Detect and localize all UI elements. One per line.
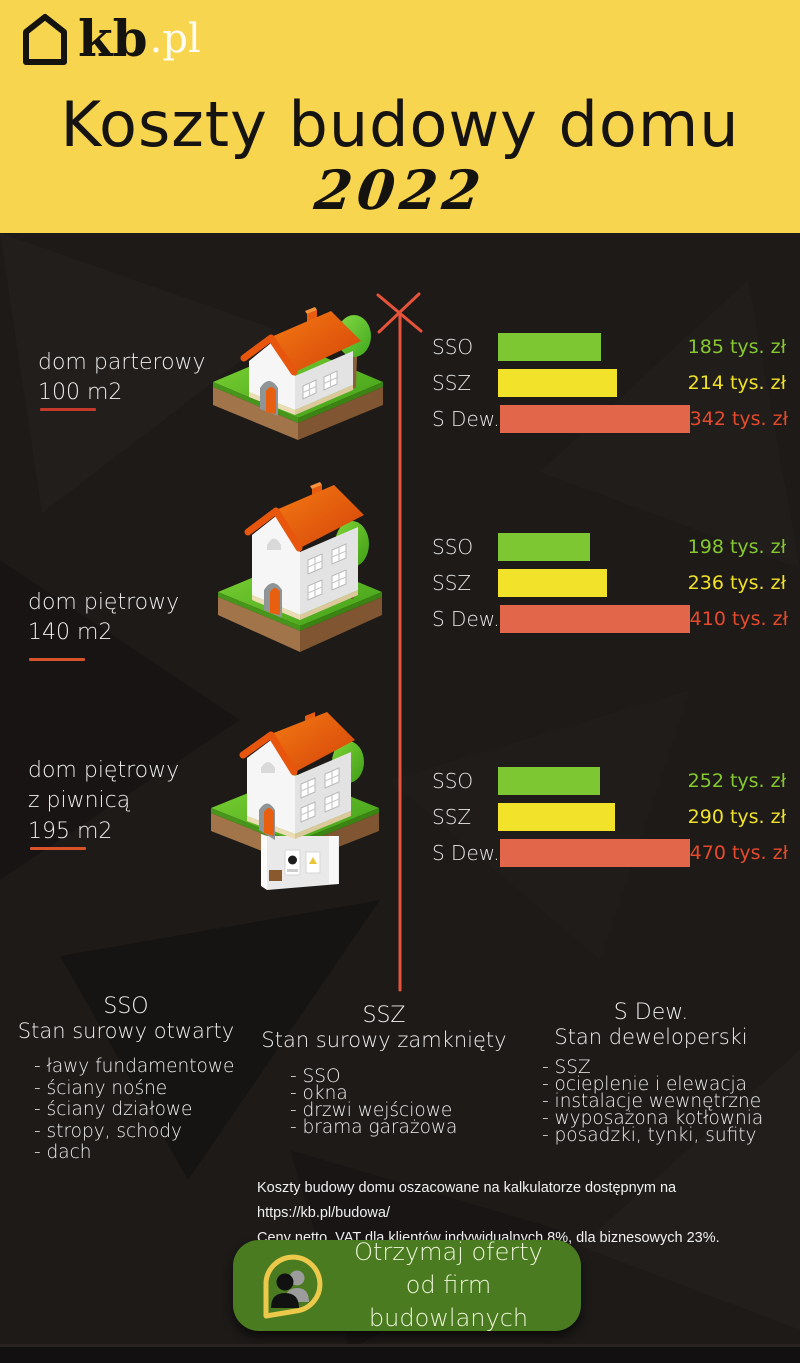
category-label: SSO — [432, 535, 474, 559]
category-label: SSZ — [432, 805, 472, 829]
bar-value: 470 tys. zł — [689, 842, 788, 864]
section-underline — [40, 408, 96, 411]
bottom-strip — [0, 1344, 800, 1363]
category-label: SSZ — [432, 371, 472, 395]
bar-sso — [498, 333, 602, 361]
page-year: 2022 — [311, 158, 489, 222]
brand-logo-text: kb — [78, 9, 148, 68]
legend-title: Stan surowy otwarty — [17, 1019, 235, 1043]
section-label-dom-pietrowy: dom piętrowy 140 m2 — [28, 590, 180, 646]
legend-item: - drzwi wejściowe — [290, 1100, 453, 1121]
legend-sso: SSO Stan surowy otwarty - ławy fundament… — [8, 994, 244, 1164]
section-label-dom-pietrowy-z-piwnica: dom piętrowy z piwnicą 195 m2 — [28, 758, 180, 844]
legend-item: - SSO — [290, 1066, 341, 1087]
legend-abbr: SSO — [103, 994, 149, 1019]
bar-row: SSZ 290 tys. zł — [432, 799, 786, 835]
category-label: S Dew. — [432, 407, 500, 431]
bar-row: SSZ 236 tys. zł — [432, 565, 786, 601]
bar-ssz — [498, 569, 608, 597]
bar-value: 198 tys. zł — [687, 536, 786, 558]
bar-value: 290 tys. zł — [687, 806, 786, 828]
person-front — [271, 1273, 299, 1308]
bar-sdew — [499, 839, 690, 867]
single-story-house-illustration — [213, 307, 383, 440]
two-story-house-with-basement-illustration — [211, 712, 379, 890]
legend-item: - instalacje wewnętrzne — [542, 1091, 762, 1112]
bar-chart-dom-parterowy: SSO 185 tys. zł SSZ 214 tys. zł S Dew. 3… — [432, 329, 788, 437]
legend-ssz: SSZ Stan surowy zamknięty - SSO - okna -… — [260, 1003, 508, 1138]
bar-row: S Dew. 470 tys. zł — [432, 835, 788, 871]
section-label-dom-parterowy: dom parterowy 100 m2 — [38, 350, 206, 406]
cta-label: Otrzymaj oferty od firm budowlanych — [354, 1238, 543, 1332]
house-outline-icon — [23, 14, 67, 65]
bar-sso — [498, 533, 591, 561]
legend-item: - wyposażona kotłownia — [542, 1108, 764, 1129]
bar-track — [499, 839, 690, 867]
bar-sdew — [499, 605, 690, 633]
bar-sdew — [499, 405, 690, 433]
bar-value: 236 tys. zł — [687, 572, 786, 594]
category-label: SSO — [432, 335, 474, 359]
bar-track — [498, 369, 688, 397]
bar-chart-dom-pietrowy-z-piwnica: SSO 252 tys. zł SSZ 290 tys. zł S Dew. 4… — [432, 763, 788, 871]
legend-item: - SSZ — [542, 1057, 591, 1078]
category-label: S Dew. — [432, 841, 500, 865]
legend-items: - ławy fundamentowe - ściany nośne - ści… — [34, 1056, 244, 1164]
bar-row: S Dew. 410 tys. zł — [432, 601, 788, 637]
brand-logo-suffix: .pl — [149, 16, 201, 62]
brand-logo[interactable]: kb .pl — [20, 12, 201, 66]
bar-value: 214 tys. zł — [687, 372, 786, 394]
legend-title: Stan surowy zamknięty — [261, 1028, 507, 1052]
legend-item: - ściany nośne — [34, 1077, 168, 1099]
people-chat-icon — [263, 1254, 323, 1318]
bar-row: SSO 252 tys. zł — [432, 763, 786, 799]
legend-item: - dach — [34, 1142, 92, 1163]
legend-title: Stan deweloperski — [554, 1025, 748, 1049]
bar-chart-dom-pietrowy: SSO 198 tys. zł SSZ 236 tys. zł S Dew. 4… — [432, 529, 788, 637]
legend-sdew: S Dew. Stan deweloperski - SSZ - ocieple… — [530, 1000, 772, 1146]
bar-track — [499, 405, 690, 433]
bar-value: 342 tys. zł — [689, 408, 788, 430]
legend-item: - ławy fundamentowe — [34, 1056, 235, 1077]
bar-sso — [498, 767, 601, 795]
legend-item: - posadzki, tynki, sufity — [542, 1125, 757, 1146]
bar-value: 410 tys. zł — [689, 608, 788, 630]
section-underline — [29, 658, 85, 661]
legend-item: - stropy, schody — [34, 1120, 182, 1142]
legend-item: - okna — [290, 1083, 348, 1104]
bar-track — [498, 533, 688, 561]
bar-track — [498, 333, 688, 361]
bar-track — [498, 767, 688, 795]
bar-track — [498, 569, 688, 597]
bar-row: S Dew. 342 tys. zł — [432, 401, 788, 437]
category-label: S Dew. — [432, 607, 500, 631]
bar-value: 252 tys. zł — [687, 770, 786, 792]
category-label: SSZ — [432, 571, 472, 595]
bar-row: SSO 185 tys. zł — [432, 329, 786, 365]
category-label: SSO — [432, 769, 474, 793]
page-title: Koszty budowy domu — [60, 88, 740, 161]
legend-items: - SSZ - ocieplenie i elewacja - instalac… — [542, 1057, 772, 1146]
bar-track — [499, 605, 690, 633]
two-story-house-illustration — [218, 482, 382, 652]
legend-abbr: SSZ — [362, 1003, 406, 1028]
cta-offers-button[interactable]: Otrzymaj oferty od firm budowlanych — [233, 1238, 581, 1332]
bar-value: 185 tys. zł — [687, 336, 786, 358]
bar-row: SSZ 214 tys. zł — [432, 365, 786, 401]
bar-ssz — [498, 369, 618, 397]
header: kb .pl Koszty budowy domu 2022 — [0, 0, 800, 233]
legend-item: - ściany działowe — [34, 1099, 193, 1120]
legend-item: - ocieplenie i elewacja — [542, 1074, 747, 1095]
legend-item: - brama garażowa — [290, 1117, 458, 1138]
bar-ssz — [498, 803, 616, 831]
bar-row: SSO 198 tys. zł — [432, 529, 786, 565]
bar-track — [498, 803, 688, 831]
section-underline — [30, 847, 86, 850]
legend-items: - SSO - okna - drzwi wejściowe - brama g… — [290, 1066, 508, 1138]
footnote-line: Koszty budowy domu oszacowane na kalkula… — [257, 1180, 677, 1221]
legend-abbr: S Dew. — [613, 1000, 689, 1025]
